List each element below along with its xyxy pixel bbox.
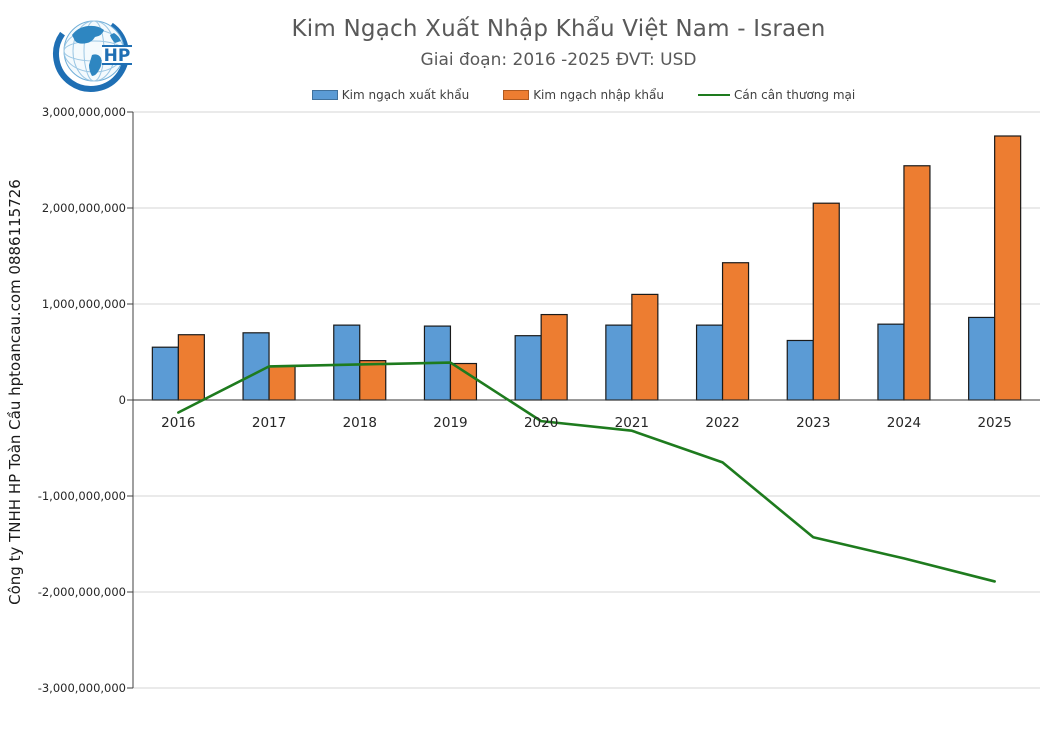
x-axis-label: 2024 xyxy=(887,415,921,431)
bar-import xyxy=(903,165,931,401)
bar-import xyxy=(177,334,205,401)
bar-import xyxy=(994,135,1022,401)
logo-hp-text: HP xyxy=(104,46,131,66)
bar-import xyxy=(449,362,478,401)
x-axis-label: 2020 xyxy=(524,415,558,431)
legend-swatch-import xyxy=(503,90,530,100)
x-axis-label: 2016 xyxy=(161,415,195,431)
bar-export xyxy=(514,335,542,401)
x-axis-label: 2025 xyxy=(977,415,1011,431)
globe-icon xyxy=(63,20,125,82)
hp-globe-logo: HP xyxy=(53,16,132,92)
legend-swatch-balance-line xyxy=(698,94,730,96)
y-axis-label: -1,000,000,000 xyxy=(38,489,126,503)
x-axis-label: 2022 xyxy=(705,415,739,431)
bar-import xyxy=(812,202,840,401)
bar-export xyxy=(877,323,905,401)
bar-export xyxy=(242,332,270,401)
chart-legend: Kim ngạch xuất khẩu Kim ngạch nhập khẩu … xyxy=(120,88,1047,102)
bar-import xyxy=(721,262,750,401)
bar-import xyxy=(268,365,296,401)
legend-item-balance: Cán cân thương mại xyxy=(698,88,855,102)
legend-item-import: Kim ngạch nhập khẩu xyxy=(503,88,664,102)
legend-label-import: Kim ngạch nhập khẩu xyxy=(533,88,664,102)
y-axis-label: 0 xyxy=(119,393,126,407)
x-axis-label: 2021 xyxy=(615,415,649,431)
chart-title: Kim Ngạch Xuất Nhập Khẩu Việt Nam - Isra… xyxy=(291,16,826,42)
bar-import xyxy=(631,293,659,401)
x-axis-label: 2019 xyxy=(433,415,467,431)
chart-subtitle: Giai đoạn: 2016 -2025 ĐVT: USD xyxy=(420,50,697,70)
bar-import xyxy=(359,360,387,401)
legend-label-balance: Cán cân thương mại xyxy=(734,88,856,102)
bar-export xyxy=(333,324,361,401)
legend-item-export: Kim ngạch xuất khẩu xyxy=(311,88,470,102)
legend-swatch-export xyxy=(311,90,338,100)
bar-export xyxy=(695,324,724,401)
bar-import xyxy=(540,313,568,401)
x-axis-label: 2017 xyxy=(252,415,286,431)
x-axis-label: 2023 xyxy=(796,415,830,431)
y-axis-label: 2,000,000,000 xyxy=(42,201,126,215)
y-axis-label: 1,000,000,000 xyxy=(42,297,126,311)
y-axis-label: -2,000,000,000 xyxy=(38,585,126,599)
trade-balance-line xyxy=(177,361,996,583)
legend-label-export: Kim ngạch xuất khẩu xyxy=(341,88,470,102)
x-axis-label: 2018 xyxy=(343,415,377,431)
logo-hp-badge: HP xyxy=(102,45,132,66)
bar-export xyxy=(786,339,814,401)
bar-export xyxy=(151,346,179,401)
bar-export xyxy=(968,316,996,401)
y-axis-label: -3,000,000,000 xyxy=(38,681,126,695)
bar-export xyxy=(605,324,633,401)
y-axis-label: 3,000,000,000 xyxy=(42,105,126,119)
